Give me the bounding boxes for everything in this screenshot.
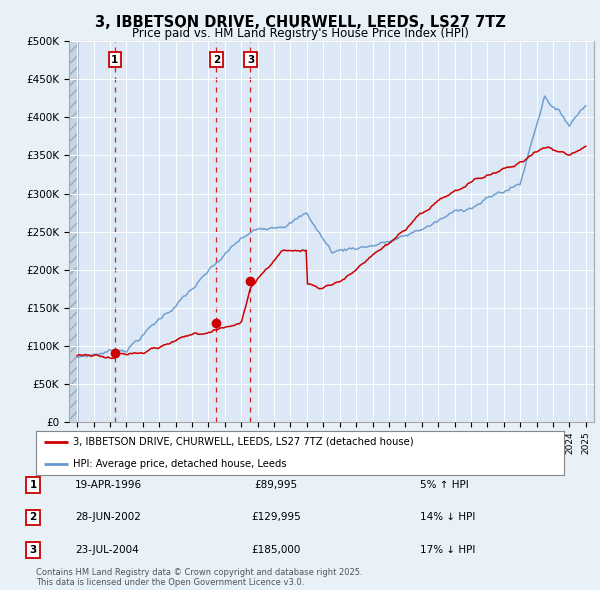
Text: 2: 2 (213, 54, 220, 64)
Text: 1: 1 (112, 54, 119, 64)
Text: 23-JUL-2004: 23-JUL-2004 (75, 545, 139, 555)
Text: 3, IBBETSON DRIVE, CHURWELL, LEEDS, LS27 7TZ (detached house): 3, IBBETSON DRIVE, CHURWELL, LEEDS, LS27… (73, 437, 413, 447)
Text: £129,995: £129,995 (251, 513, 301, 522)
Text: HPI: Average price, detached house, Leeds: HPI: Average price, detached house, Leed… (73, 459, 287, 469)
Text: 17% ↓ HPI: 17% ↓ HPI (420, 545, 475, 555)
Text: 3: 3 (247, 54, 254, 64)
Text: Price paid vs. HM Land Registry's House Price Index (HPI): Price paid vs. HM Land Registry's House … (131, 27, 469, 40)
Text: Contains HM Land Registry data © Crown copyright and database right 2025.
This d: Contains HM Land Registry data © Crown c… (36, 568, 362, 587)
Text: £89,995: £89,995 (254, 480, 298, 490)
Text: 3, IBBETSON DRIVE, CHURWELL, LEEDS, LS27 7TZ: 3, IBBETSON DRIVE, CHURWELL, LEEDS, LS27… (95, 15, 505, 30)
Text: 3: 3 (29, 545, 37, 555)
Text: 1: 1 (29, 480, 37, 490)
Text: 28-JUN-2002: 28-JUN-2002 (75, 513, 141, 522)
Text: 19-APR-1996: 19-APR-1996 (75, 480, 142, 490)
Text: 5% ↑ HPI: 5% ↑ HPI (420, 480, 469, 490)
Text: 2: 2 (29, 513, 37, 522)
Text: 14% ↓ HPI: 14% ↓ HPI (420, 513, 475, 522)
Text: £185,000: £185,000 (251, 545, 301, 555)
